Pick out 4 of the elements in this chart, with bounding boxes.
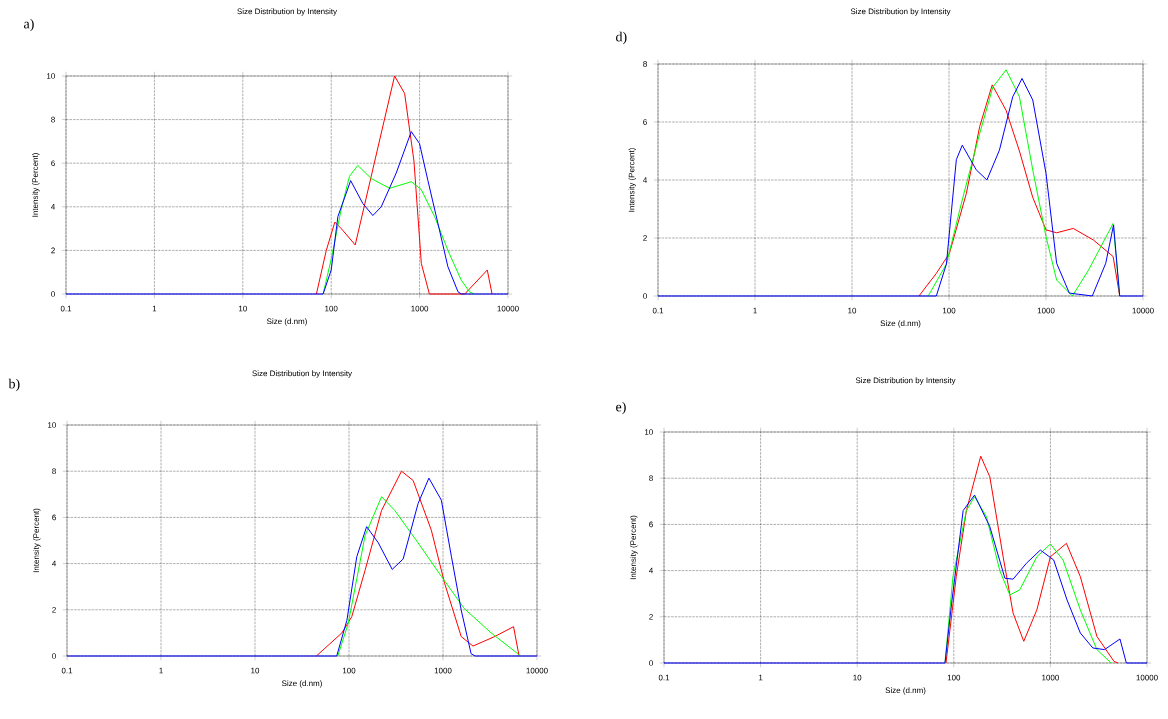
text: a) bbox=[24, 18, 34, 32]
text: e) bbox=[616, 401, 626, 415]
text: d) bbox=[616, 31, 627, 45]
text: b) bbox=[8, 378, 20, 392]
